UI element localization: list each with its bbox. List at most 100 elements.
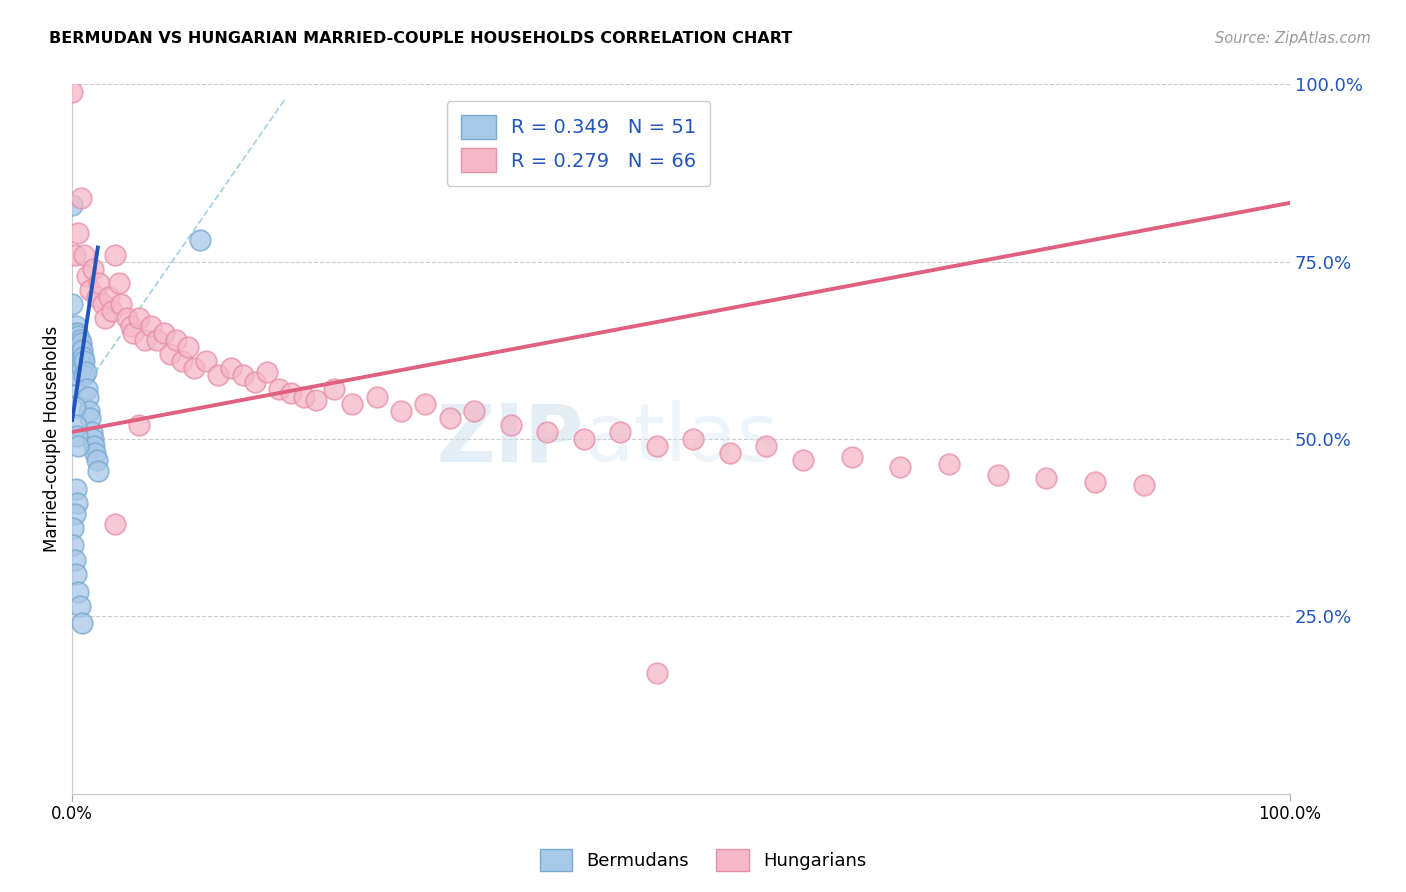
Point	[207, 368, 229, 383]
Point	[69, 333, 91, 347]
Point	[62, 379, 84, 393]
Point	[66, 326, 89, 340]
Point	[141, 318, 163, 333]
Point	[122, 326, 145, 340]
Point	[439, 410, 461, 425]
Point	[415, 396, 437, 410]
Point	[76, 268, 98, 283]
Point	[718, 446, 741, 460]
Point	[75, 365, 97, 379]
Point	[62, 538, 84, 552]
Point	[70, 616, 93, 631]
Point	[84, 446, 107, 460]
Point	[110, 297, 132, 311]
Point	[938, 457, 960, 471]
Legend: Bermudans, Hungarians: Bermudans, Hungarians	[533, 842, 873, 879]
Point	[87, 464, 110, 478]
Point	[269, 383, 291, 397]
Text: ZIP: ZIP	[436, 400, 583, 478]
Point	[67, 227, 90, 241]
Point	[79, 410, 101, 425]
Point	[72, 351, 94, 365]
Point	[62, 354, 84, 368]
Point	[104, 247, 127, 261]
Point	[987, 467, 1010, 482]
Point	[70, 343, 93, 358]
Point	[69, 336, 91, 351]
Point	[83, 439, 105, 453]
Point	[107, 276, 129, 290]
Point	[232, 368, 254, 383]
Point	[305, 392, 328, 407]
Point	[69, 358, 91, 372]
Point	[645, 666, 668, 681]
Point	[73, 368, 96, 383]
Point	[65, 566, 87, 581]
Point	[682, 432, 704, 446]
Point	[1035, 471, 1057, 485]
Point	[77, 403, 100, 417]
Point	[80, 425, 103, 439]
Point	[219, 361, 242, 376]
Point	[77, 390, 100, 404]
Point	[67, 329, 90, 343]
Point	[146, 333, 169, 347]
Point	[792, 453, 814, 467]
Point	[62, 333, 84, 347]
Point	[82, 261, 104, 276]
Point	[66, 347, 89, 361]
Legend: R = 0.349   N = 51, R = 0.279   N = 66: R = 0.349 N = 51, R = 0.279 N = 66	[447, 102, 710, 186]
Point	[65, 361, 87, 376]
Point	[63, 368, 86, 383]
Point	[536, 425, 558, 439]
Point	[188, 234, 211, 248]
Point	[323, 383, 346, 397]
Point	[609, 425, 631, 439]
Point	[66, 428, 89, 442]
Point	[159, 347, 181, 361]
Point	[165, 333, 187, 347]
Point	[70, 361, 93, 376]
Point	[342, 396, 364, 410]
Point	[65, 417, 87, 432]
Point	[104, 517, 127, 532]
Point	[60, 198, 83, 212]
Point	[120, 318, 142, 333]
Point	[572, 432, 595, 446]
Point	[60, 85, 83, 99]
Text: Source: ZipAtlas.com: Source: ZipAtlas.com	[1215, 31, 1371, 46]
Point	[1084, 475, 1107, 489]
Point	[69, 191, 91, 205]
Point	[177, 340, 200, 354]
Point	[66, 368, 89, 383]
Y-axis label: Married-couple Households: Married-couple Households	[44, 326, 60, 552]
Point	[76, 383, 98, 397]
Point	[128, 311, 150, 326]
Point	[65, 318, 87, 333]
Point	[63, 326, 86, 340]
Point	[115, 311, 138, 326]
Point	[645, 439, 668, 453]
Point	[79, 283, 101, 297]
Point	[152, 326, 174, 340]
Point	[60, 297, 83, 311]
Point	[243, 376, 266, 390]
Point	[66, 496, 89, 510]
Point	[67, 439, 90, 453]
Point	[841, 450, 863, 464]
Point	[134, 333, 156, 347]
Point	[170, 354, 193, 368]
Point	[256, 365, 278, 379]
Point	[755, 439, 778, 453]
Point	[63, 347, 86, 361]
Point	[889, 460, 911, 475]
Point	[73, 247, 96, 261]
Point	[67, 584, 90, 599]
Point	[86, 290, 108, 304]
Point	[65, 482, 87, 496]
Point	[94, 311, 117, 326]
Point	[69, 599, 91, 613]
Point	[87, 276, 110, 290]
Point	[73, 354, 96, 368]
Point	[86, 453, 108, 467]
